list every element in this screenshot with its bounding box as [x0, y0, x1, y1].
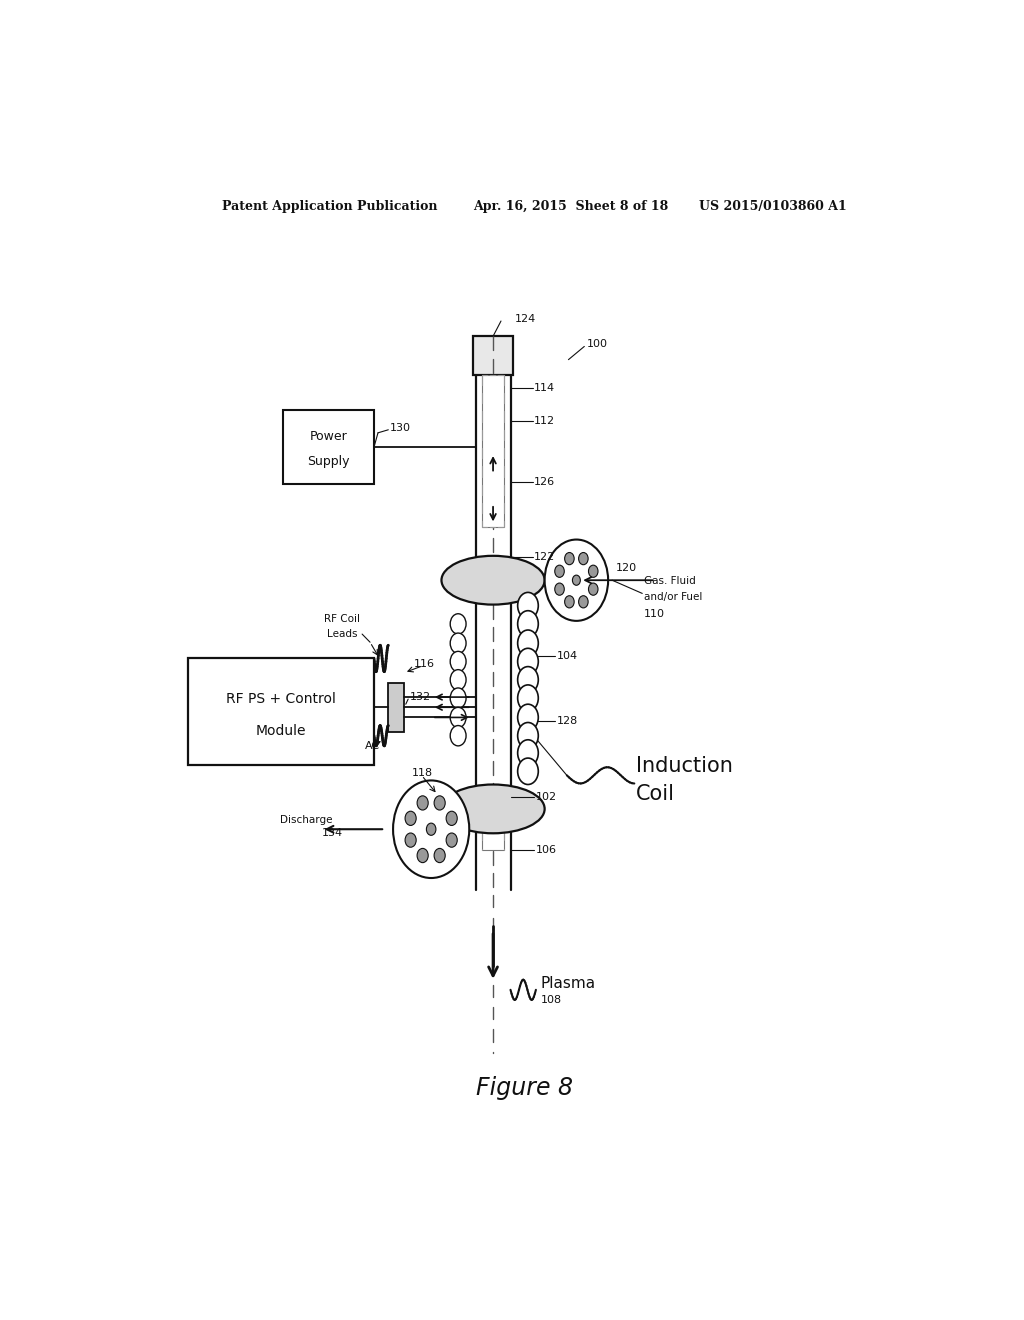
Text: and/or Fuel: and/or Fuel [644, 593, 702, 602]
Circle shape [451, 688, 466, 709]
Circle shape [579, 595, 588, 609]
Circle shape [426, 824, 436, 836]
Circle shape [589, 583, 598, 595]
Text: 134: 134 [323, 828, 343, 838]
Text: 120: 120 [616, 564, 637, 573]
Circle shape [406, 812, 416, 825]
Circle shape [518, 667, 539, 693]
Circle shape [446, 833, 458, 847]
Text: RF Coil: RF Coil [325, 614, 360, 624]
Circle shape [451, 614, 466, 634]
Text: Module: Module [256, 725, 306, 738]
Text: Figure 8: Figure 8 [476, 1076, 573, 1101]
Text: 132: 132 [410, 692, 431, 702]
Text: 114: 114 [535, 383, 555, 393]
Circle shape [518, 704, 539, 731]
Text: 102: 102 [536, 792, 557, 801]
Circle shape [518, 758, 539, 784]
Text: Apr. 16, 2015  Sheet 8 of 18: Apr. 16, 2015 Sheet 8 of 18 [473, 199, 669, 213]
Circle shape [555, 565, 564, 577]
Text: RF PS + Control: RF PS + Control [226, 692, 336, 706]
Circle shape [406, 833, 416, 847]
Text: Supply: Supply [307, 455, 349, 469]
Bar [388, 682, 404, 731]
Circle shape [518, 722, 539, 748]
Ellipse shape [441, 784, 545, 833]
Circle shape [417, 849, 428, 863]
Bar [473, 337, 513, 375]
Text: 124: 124 [515, 314, 537, 323]
Circle shape [555, 583, 564, 595]
Text: AC: AC [365, 741, 380, 751]
Text: 118: 118 [412, 768, 433, 779]
Text: 116: 116 [414, 659, 435, 668]
Text: Discharge: Discharge [281, 814, 333, 825]
Circle shape [564, 595, 574, 609]
Circle shape [451, 634, 466, 653]
Circle shape [518, 593, 539, 619]
Bar [482, 375, 504, 528]
Circle shape [451, 726, 466, 746]
Circle shape [451, 651, 466, 672]
Text: 108: 108 [541, 995, 562, 1005]
Text: 130: 130 [390, 422, 411, 433]
Text: Gas. Fluid: Gas. Fluid [644, 577, 695, 586]
Circle shape [518, 630, 539, 656]
Ellipse shape [441, 556, 545, 605]
Text: 106: 106 [536, 845, 557, 854]
Circle shape [518, 611, 539, 638]
Bar [482, 793, 504, 850]
Text: 122: 122 [535, 552, 556, 562]
Circle shape [417, 796, 428, 810]
Circle shape [434, 849, 445, 863]
Text: US 2015/0103860 A1: US 2015/0103860 A1 [699, 199, 847, 213]
Text: 112: 112 [535, 416, 555, 425]
Text: 104: 104 [557, 652, 578, 661]
Circle shape [393, 780, 469, 878]
Text: Induction: Induction [636, 756, 733, 776]
Circle shape [451, 669, 466, 690]
Bar [187, 659, 374, 766]
Text: 100: 100 [587, 339, 607, 350]
Circle shape [518, 685, 539, 711]
Circle shape [451, 708, 466, 727]
Text: Leads: Leads [327, 630, 357, 639]
Text: Power: Power [309, 429, 347, 442]
Circle shape [589, 565, 598, 577]
Circle shape [434, 796, 445, 810]
Text: 110: 110 [644, 609, 665, 619]
Text: Patent Application Publication: Patent Application Publication [221, 199, 437, 213]
Circle shape [518, 739, 539, 766]
Text: 126: 126 [535, 477, 555, 487]
Circle shape [572, 576, 581, 585]
Text: Coil: Coil [636, 784, 675, 804]
Circle shape [446, 812, 458, 825]
Circle shape [518, 648, 539, 675]
Text: 128: 128 [557, 717, 578, 726]
Bar [283, 411, 374, 483]
Text: Plasma: Plasma [541, 977, 596, 991]
Circle shape [564, 553, 574, 565]
Circle shape [579, 553, 588, 565]
Circle shape [545, 540, 608, 620]
